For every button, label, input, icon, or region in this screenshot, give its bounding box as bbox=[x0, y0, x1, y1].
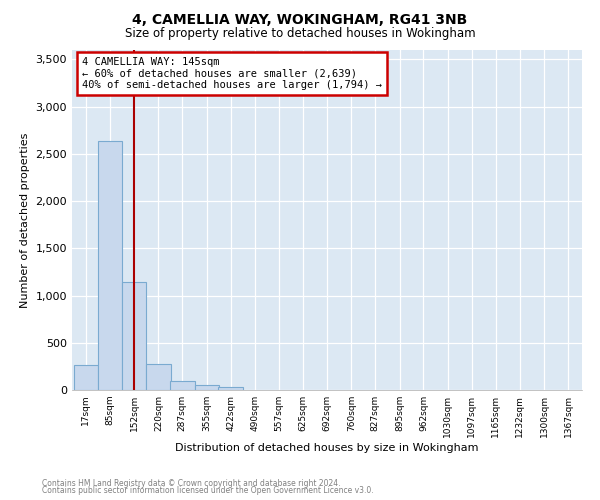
Text: Size of property relative to detached houses in Wokingham: Size of property relative to detached ho… bbox=[125, 28, 475, 40]
Text: Contains public sector information licensed under the Open Government Licence v3: Contains public sector information licen… bbox=[42, 486, 374, 495]
Bar bbox=[98, 140, 122, 390]
Bar bbox=[122, 282, 146, 390]
Bar bbox=[218, 387, 243, 390]
Y-axis label: Number of detached properties: Number of detached properties bbox=[20, 132, 30, 308]
Bar bbox=[74, 364, 98, 390]
Bar bbox=[194, 386, 219, 390]
Text: 4, CAMELLIA WAY, WOKINGHAM, RG41 3NB: 4, CAMELLIA WAY, WOKINGHAM, RG41 3NB bbox=[133, 12, 467, 26]
X-axis label: Distribution of detached houses by size in Wokingham: Distribution of detached houses by size … bbox=[175, 442, 479, 452]
Text: Contains HM Land Registry data © Crown copyright and database right 2024.: Contains HM Land Registry data © Crown c… bbox=[42, 478, 341, 488]
Bar bbox=[146, 364, 170, 390]
Text: 4 CAMELLIA WAY: 145sqm
← 60% of detached houses are smaller (2,639)
40% of semi-: 4 CAMELLIA WAY: 145sqm ← 60% of detached… bbox=[82, 57, 382, 90]
Bar bbox=[170, 380, 194, 390]
